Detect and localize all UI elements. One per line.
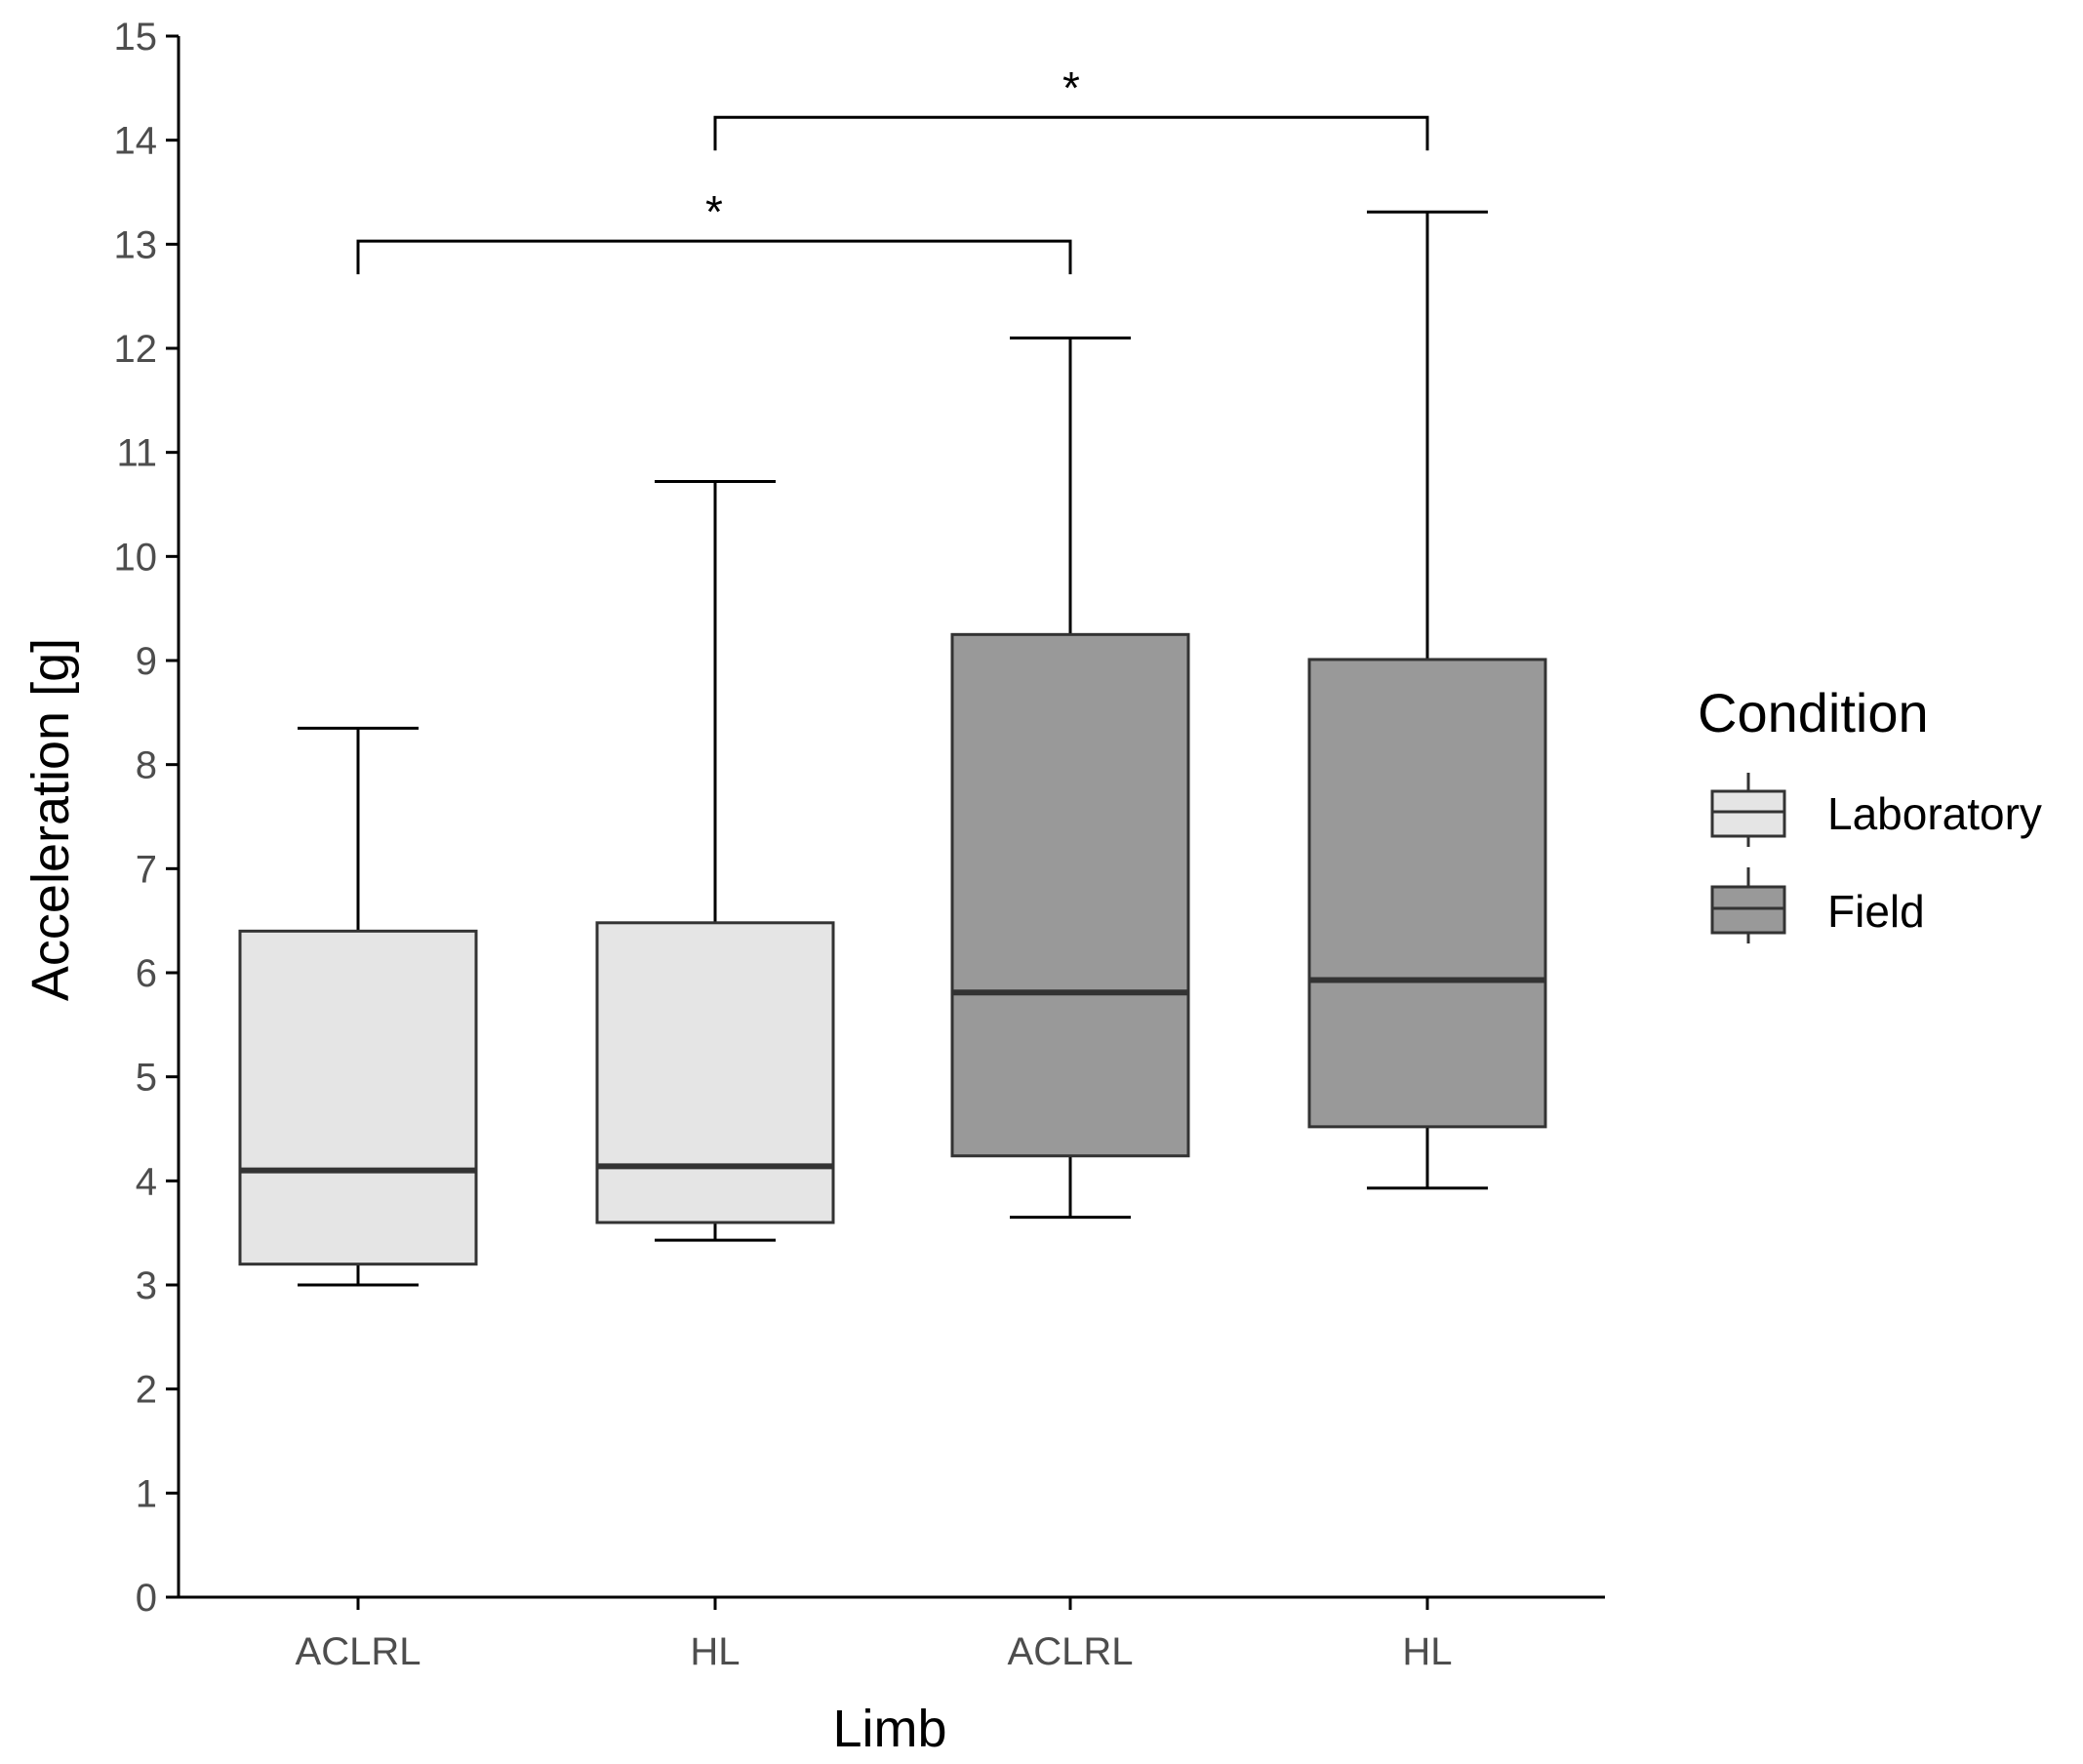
y-tick-label: 8 [136,744,157,787]
significance-bracket [356,239,1072,275]
y-axis-title: Acceleration [g] [21,638,80,1001]
legend-title: Condition [1698,682,1929,743]
y-tick-label: 15 [114,16,158,59]
y-tick-label: 2 [136,1369,157,1412]
y-tick-label: 1 [136,1472,157,1515]
legend-item-field: Field [1710,867,1925,943]
y-tick-label: 6 [136,952,157,995]
box-field-hl [1307,658,1547,1129]
legend-item-laboratory: Laboratory [1710,773,2042,847]
y-tick-label: 11 [116,432,157,475]
y-tick-label: 5 [136,1057,157,1100]
significance-bracket [713,115,1429,151]
y-tick-label: 9 [136,640,157,683]
y-tick-label: 14 [114,120,158,163]
significance-label: * [705,186,723,237]
x-tick-label: HL [1402,1630,1452,1673]
y-tick-label: 3 [136,1264,157,1307]
y-tick-label: 13 [114,223,158,266]
legend-key-laboratory [1710,789,1786,838]
y-tick-label: 12 [114,328,158,371]
box-laboratory-hl [595,921,835,1224]
legend: Condition Laboratory Field [1698,682,2042,943]
x-tick-label: HL [690,1630,740,1673]
x-tick-label: ACLRL [296,1630,421,1673]
legend-label-laboratory: Laboratory [1827,788,2042,839]
box-laboratory-aclrl [238,929,478,1266]
x-tick-label: ACLRL [1008,1630,1134,1673]
significance-label: * [1062,62,1080,113]
box-field-aclrl [950,632,1190,1158]
y-tick-label: 10 [114,536,158,579]
legend-label-field: Field [1827,886,1925,937]
y-tick-label: 7 [136,848,157,891]
x-axis-title: Limb [832,1700,946,1758]
y-tick-label: 0 [136,1577,157,1620]
y-tick-label: 4 [136,1160,157,1203]
